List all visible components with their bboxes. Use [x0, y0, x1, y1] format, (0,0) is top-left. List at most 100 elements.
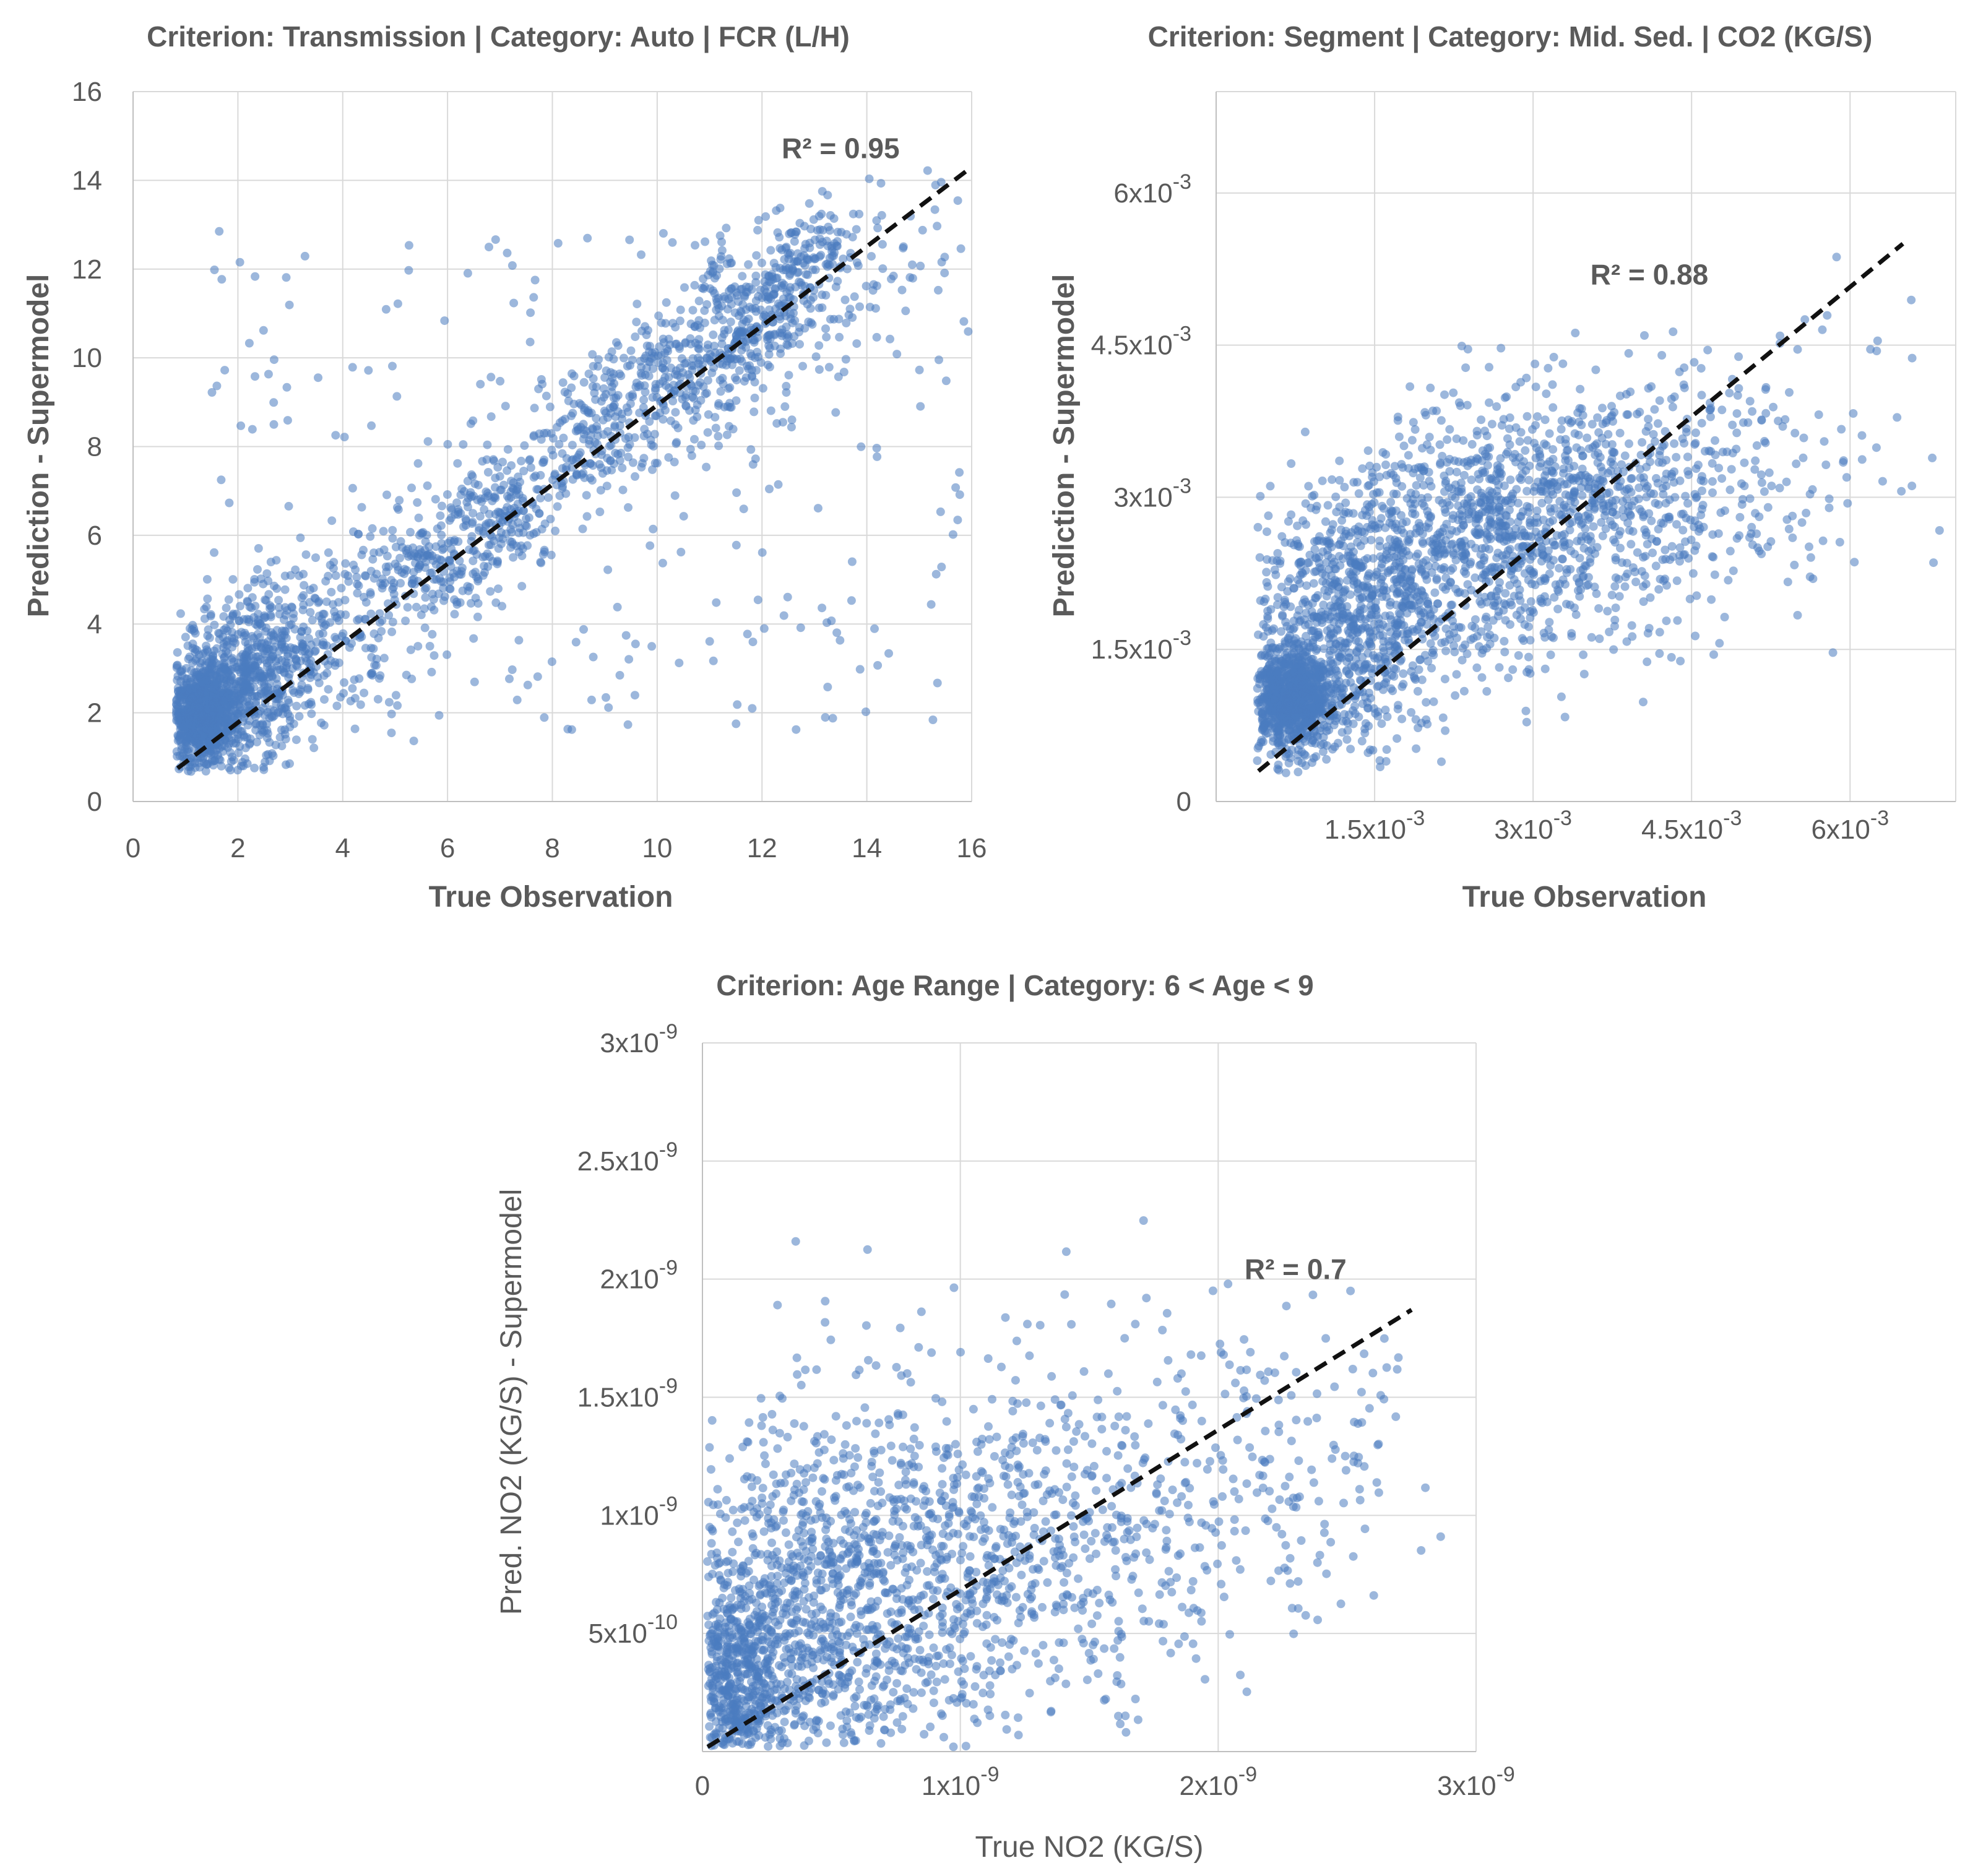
scatter-point	[300, 581, 309, 590]
scatter-point	[219, 612, 228, 621]
scatter-point	[640, 354, 649, 363]
scatter-point	[814, 341, 824, 350]
scatter-point	[637, 462, 646, 472]
scatter-point	[642, 341, 652, 350]
scatter-point	[516, 477, 525, 486]
y-tick-label: 16	[72, 77, 102, 107]
scatter-point	[1436, 416, 1446, 425]
scatter-point	[217, 475, 226, 485]
scatter-point	[1319, 666, 1328, 675]
scatter-point	[285, 759, 294, 768]
scatter-point	[319, 638, 328, 647]
scatter-point	[855, 665, 865, 674]
scatter-point	[1308, 599, 1317, 608]
scatter-point	[407, 483, 416, 493]
scatter-point	[1304, 482, 1313, 491]
x-tick-label: 8	[545, 833, 559, 863]
x-tick-label: 6	[440, 833, 455, 863]
scatter-point	[440, 316, 449, 326]
scatter-point	[349, 560, 358, 569]
scatter-point	[1379, 586, 1388, 595]
scatter-point	[805, 199, 814, 208]
scatter-point	[467, 532, 477, 541]
scatter-point	[872, 444, 881, 452]
scatter-point	[956, 244, 965, 253]
scatter-point	[406, 527, 415, 537]
scatter-point	[1284, 639, 1293, 648]
scatter-point	[1363, 446, 1373, 456]
scatter-point	[1402, 494, 1412, 503]
scatter-point	[1300, 750, 1309, 759]
scatter-point	[329, 600, 337, 609]
scatter-point	[703, 376, 712, 385]
scatter-point	[746, 445, 756, 454]
scatter-point	[278, 709, 287, 719]
scatter-point	[714, 431, 723, 441]
scatter-point	[359, 545, 368, 555]
scatter-point	[1302, 730, 1311, 740]
scatter-point	[423, 551, 432, 560]
scatter-point	[277, 701, 286, 710]
scatter-point	[259, 326, 268, 335]
scatter-point	[258, 719, 267, 728]
scatter-point	[783, 592, 792, 602]
scatter-point	[937, 257, 946, 267]
scatter-point	[1326, 639, 1335, 649]
scatter-point	[1253, 522, 1263, 532]
scatter-point	[1278, 610, 1287, 620]
scatter-point	[865, 174, 874, 183]
scatter-point	[319, 621, 329, 631]
scatter-point	[862, 707, 870, 716]
scatter-point	[1430, 588, 1440, 597]
scatter-point	[1263, 607, 1272, 616]
scatter-point	[355, 615, 364, 624]
scatter-point	[380, 579, 389, 588]
scatter-point	[366, 609, 376, 618]
chart-1-title: Criterion: Transmission | Category: Auto…	[147, 20, 850, 53]
scatter-point	[748, 704, 757, 713]
scatter-point	[503, 248, 512, 257]
scatter-point	[1286, 682, 1295, 691]
scatter-point	[618, 464, 627, 473]
scatter-point	[615, 671, 624, 680]
scatter-point	[672, 438, 681, 447]
scatter-point	[1262, 678, 1271, 687]
scatter-point	[192, 704, 202, 714]
scatter-point	[747, 365, 756, 374]
scatter-point	[251, 372, 259, 381]
scatter-point	[222, 603, 231, 613]
scatter-point	[1316, 702, 1325, 712]
scatter-point	[290, 688, 299, 698]
scatter-point	[555, 418, 564, 427]
scatter-point	[183, 745, 192, 754]
scatter-point	[537, 375, 546, 384]
scatter-point	[262, 751, 271, 760]
scatter-point	[931, 181, 940, 189]
scatter-point	[427, 602, 436, 612]
scatter-point	[501, 402, 510, 411]
scatter-point	[336, 693, 345, 702]
scatter-point	[814, 212, 824, 221]
scatter-point	[293, 662, 302, 671]
scatter-point	[558, 484, 567, 493]
scatter-point	[350, 724, 360, 733]
scatter-point	[765, 362, 774, 371]
scatter-point	[244, 339, 254, 348]
scatter-point	[529, 293, 538, 302]
scatter-point	[568, 408, 577, 418]
scatter-point	[582, 512, 592, 521]
scatter-point	[387, 728, 396, 738]
scatter-point	[1407, 708, 1416, 717]
scatter-point	[1391, 665, 1401, 674]
scatter-point	[1441, 573, 1451, 582]
scatter-point	[814, 303, 824, 313]
scatter-point	[771, 263, 780, 272]
scatter-point	[588, 350, 597, 359]
scatter-point	[1281, 704, 1290, 714]
scatter-point	[470, 677, 479, 686]
scatter-point	[562, 462, 571, 472]
scatter-point	[835, 332, 844, 342]
scatter-point	[918, 225, 927, 235]
scatter-point	[464, 494, 473, 503]
